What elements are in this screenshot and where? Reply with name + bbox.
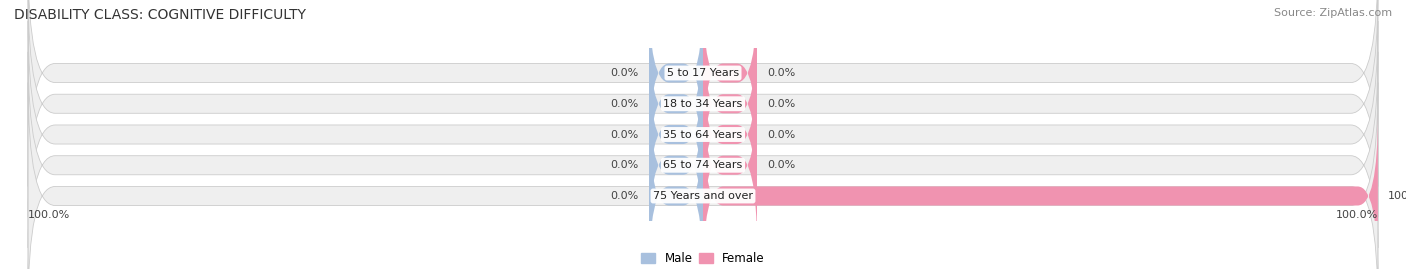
FancyBboxPatch shape (28, 52, 1378, 269)
Text: 35 to 64 Years: 35 to 64 Years (664, 129, 742, 140)
FancyBboxPatch shape (703, 0, 756, 156)
FancyBboxPatch shape (703, 83, 756, 248)
Text: 100.0%: 100.0% (28, 210, 70, 220)
FancyBboxPatch shape (650, 52, 703, 217)
FancyBboxPatch shape (28, 0, 1378, 186)
Text: 100.0%: 100.0% (1336, 210, 1378, 220)
Text: 0.0%: 0.0% (768, 68, 796, 78)
FancyBboxPatch shape (703, 52, 756, 217)
FancyBboxPatch shape (650, 21, 703, 186)
Text: 5 to 17 Years: 5 to 17 Years (666, 68, 740, 78)
FancyBboxPatch shape (703, 21, 756, 186)
Text: 65 to 74 Years: 65 to 74 Years (664, 160, 742, 170)
Text: 0.0%: 0.0% (768, 129, 796, 140)
FancyBboxPatch shape (28, 0, 1378, 217)
Text: 0.0%: 0.0% (768, 99, 796, 109)
FancyBboxPatch shape (28, 21, 1378, 248)
Text: 0.0%: 0.0% (610, 68, 638, 78)
Text: 0.0%: 0.0% (610, 191, 638, 201)
Text: 18 to 34 Years: 18 to 34 Years (664, 99, 742, 109)
Text: DISABILITY CLASS: COGNITIVE DIFFICULTY: DISABILITY CLASS: COGNITIVE DIFFICULTY (14, 8, 307, 22)
FancyBboxPatch shape (650, 113, 703, 269)
FancyBboxPatch shape (703, 113, 1378, 269)
FancyBboxPatch shape (28, 83, 1378, 269)
FancyBboxPatch shape (650, 0, 703, 156)
Text: 0.0%: 0.0% (768, 160, 796, 170)
Text: Source: ZipAtlas.com: Source: ZipAtlas.com (1274, 8, 1392, 18)
Text: 0.0%: 0.0% (610, 160, 638, 170)
Text: 100.0%: 100.0% (1388, 191, 1406, 201)
Legend: Male, Female: Male, Female (637, 247, 769, 269)
FancyBboxPatch shape (650, 83, 703, 248)
Text: 0.0%: 0.0% (610, 99, 638, 109)
Text: 75 Years and over: 75 Years and over (652, 191, 754, 201)
Text: 0.0%: 0.0% (610, 129, 638, 140)
